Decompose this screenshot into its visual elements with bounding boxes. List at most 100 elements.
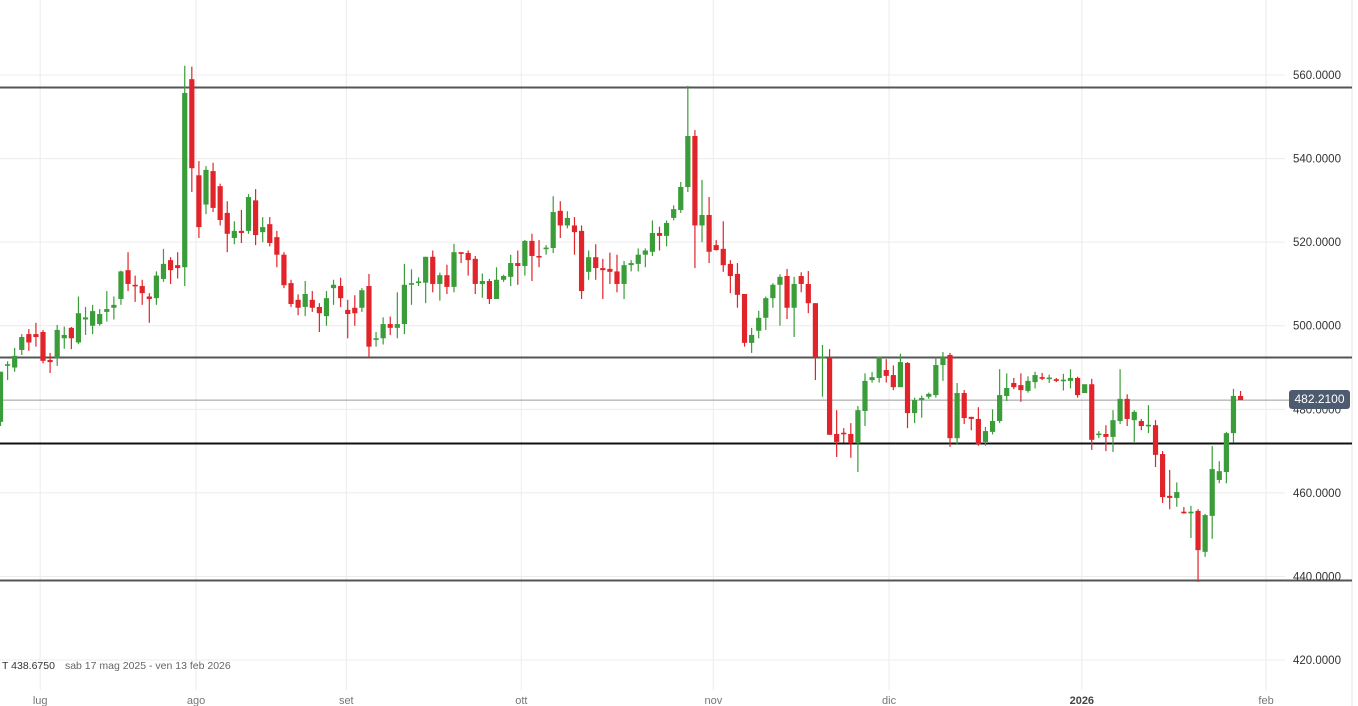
candle-down [196, 161, 202, 238]
candle-up [678, 181, 684, 213]
candle-down [1138, 418, 1144, 431]
candle-down [741, 293, 748, 347]
candle-body [210, 171, 216, 208]
candle-body [713, 245, 719, 251]
candle-body [493, 279, 500, 299]
candle-body [628, 263, 634, 266]
candle-up [671, 205, 677, 221]
candle-up [1032, 371, 1038, 389]
candle-body [33, 334, 39, 338]
candle-up [493, 267, 500, 299]
candle-body [841, 432, 847, 435]
candle-up [649, 220, 656, 256]
candle-down [720, 221, 726, 272]
candle-body [649, 232, 656, 252]
candle-body [1089, 384, 1095, 440]
last-price-label: 482.2100 [1289, 390, 1350, 409]
candle-down [798, 272, 804, 293]
candle-up [160, 248, 167, 282]
candle-up [104, 291, 110, 322]
candle-down [614, 254, 620, 293]
candle-body [295, 299, 301, 308]
candle-body [387, 324, 393, 328]
x-tick-label: feb [1258, 695, 1273, 706]
candle-down [692, 130, 698, 269]
candle-down [727, 260, 733, 294]
candle-up [1223, 431, 1229, 484]
y-tick-label: 420.0000 [1293, 655, 1341, 667]
candle-body [522, 240, 528, 266]
candle-body [1117, 398, 1123, 422]
candle-down [217, 183, 223, 226]
candle-body [656, 232, 663, 236]
candle-up [82, 306, 89, 335]
candle-body [1195, 510, 1201, 551]
candle-body [749, 334, 755, 343]
candle-body [281, 254, 287, 286]
candle-down [210, 162, 216, 213]
candle-body [245, 197, 252, 231]
candle-body [741, 293, 748, 343]
candle-up [855, 405, 861, 473]
candle-body [437, 275, 443, 284]
candle-up [437, 272, 443, 301]
candle-up [408, 269, 415, 305]
candle-body [848, 433, 854, 444]
candle-up [663, 220, 670, 247]
candle-body [408, 283, 415, 285]
candle-body [302, 293, 308, 307]
candle-down [26, 329, 32, 351]
candle-body [54, 329, 60, 358]
candle-down [784, 268, 790, 320]
candle-body [217, 186, 223, 221]
candle-body [330, 284, 337, 289]
candle-body [451, 252, 457, 287]
candle-down [529, 233, 535, 282]
candle-up [550, 196, 556, 254]
candle-down [47, 352, 53, 373]
candle-body [132, 284, 138, 287]
x-tick-label: ago [187, 695, 205, 706]
candle-body [1032, 375, 1038, 383]
candle-down [600, 258, 606, 299]
candle-body [777, 276, 783, 285]
candle-up [982, 426, 989, 446]
candle-body [1216, 471, 1222, 480]
candle-body [1074, 377, 1081, 396]
candle-body [1124, 398, 1130, 419]
candle-down [295, 294, 301, 316]
y-tick-label: 440.0000 [1293, 571, 1341, 583]
x-tick-label: set [339, 695, 354, 706]
candle-up [1082, 384, 1088, 394]
chart-footer: T 438.6750 sab 17 mag 2025 - ven 13 feb 2… [2, 660, 231, 672]
candle-down [515, 250, 521, 285]
candle-up [621, 260, 627, 299]
candle-body [139, 286, 145, 294]
candle-up [1174, 482, 1180, 507]
candle-body [125, 270, 131, 284]
x-tick-label: dic [882, 695, 897, 706]
candle-body [947, 354, 953, 439]
candle-down [1160, 451, 1166, 503]
candle-body [231, 230, 237, 238]
candle-down [125, 252, 131, 292]
candle-up [933, 357, 939, 398]
candle-body [791, 283, 797, 308]
candle-up [260, 217, 266, 243]
candle-body [756, 317, 762, 331]
candle-down [167, 257, 174, 284]
candle-up [359, 288, 365, 312]
candle-up [564, 211, 570, 229]
candle-down [444, 264, 450, 294]
candle-body [805, 283, 811, 304]
candle-up [897, 353, 904, 388]
candle-body [515, 263, 521, 266]
candle-up [118, 270, 124, 305]
candle-body [167, 260, 174, 271]
candle-body [323, 298, 330, 317]
candle-up [876, 357, 882, 383]
candle-down [571, 217, 578, 255]
candle-body [260, 227, 266, 233]
